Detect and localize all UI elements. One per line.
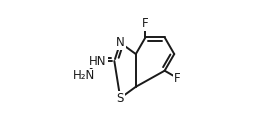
Text: HN: HN [89,55,107,67]
Text: F: F [174,72,181,85]
Text: H₂N: H₂N [73,69,95,83]
Text: S: S [116,92,124,105]
Text: F: F [142,17,149,30]
Text: N: N [116,36,125,49]
